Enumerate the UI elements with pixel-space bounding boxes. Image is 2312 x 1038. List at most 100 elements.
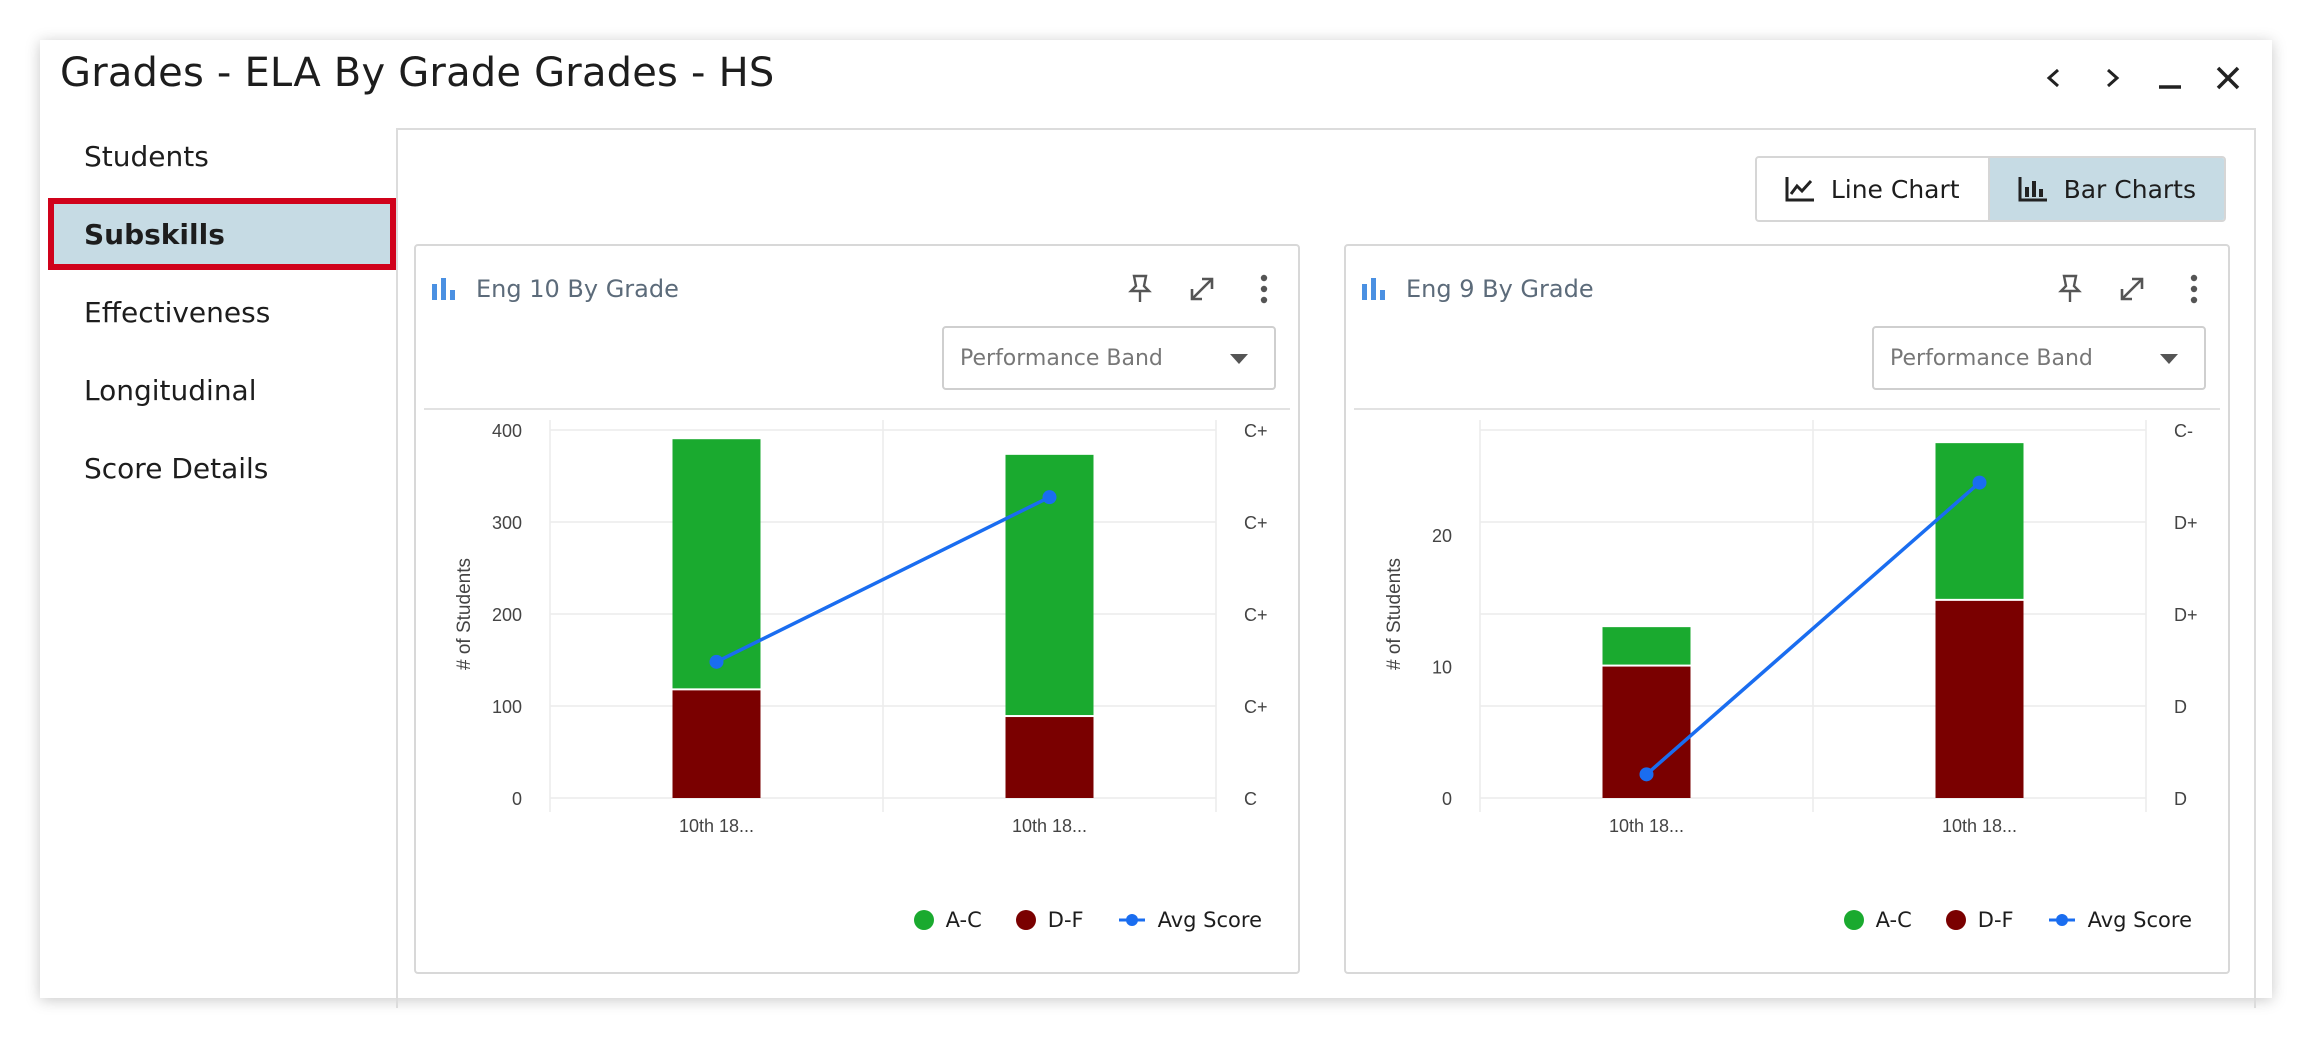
card-header: Eng 10 By Grade [430,264,1284,314]
bar-ac [672,439,761,689]
y-tick-label: 200 [492,605,522,625]
bar-chart-icon [2018,177,2047,202]
legend-label: Avg Score [1157,908,1262,932]
legend-item-avg[interactable]: Avg Score [1118,908,1262,932]
bar-df [1935,600,2024,798]
eng9-bar-chart: D D D+ D+ C- 0 10 20 # of Students 10th 18... 10th… [1384,420,2198,836]
expand-button[interactable] [2112,269,2152,309]
card-actions [1120,264,1284,314]
bar-ac [1602,627,1691,665]
sidebar-item-subskills[interactable]: Subskills [48,198,396,270]
avg-score-line [715,495,1051,664]
legend-item-ac[interactable]: A-C [1843,908,1912,932]
legend-dot [1945,910,1966,930]
eng10-bar-chart: C C+ C+ C+ C+ 0 100 200 300 400 # of Students 10th … [454,420,1268,836]
bar-ac [1935,443,2024,599]
y2-tick-label: C+ [1244,605,1268,625]
y2-tick-label: C+ [1244,697,1268,717]
close-icon [2216,66,2240,90]
legend-item-ac[interactable]: A-C [913,908,982,932]
y2-tick-label: C+ [1244,513,1268,533]
sidebar-item-effectiveness[interactable]: Effectiveness [84,295,271,329]
sidebar-item-score-details[interactable]: Score Details [84,451,269,485]
minimize-icon [2159,85,2181,89]
chart-legend: A-C D-F Avg Score [913,908,1262,932]
legend-dot [913,910,934,930]
y2-tick-label: D+ [2174,513,2198,533]
window-title: Grades - ELA By Grade Grades - HS [60,50,775,96]
next-button[interactable] [2088,54,2136,102]
minimize-button[interactable] [2146,54,2194,102]
y2-tick-label: D [2174,789,2187,809]
sidebar-item-longitudinal[interactable]: Longitudinal [84,373,257,407]
pin-button[interactable] [2050,269,2090,309]
legend-label: D-F [1977,908,2014,932]
y-axis-label: # of Students [454,558,475,670]
y2-tick-label: C+ [1244,421,1268,441]
legend-item-df[interactable]: D-F [1945,908,2014,932]
bar-charts-button[interactable]: Bar Charts [1987,158,2224,220]
bar-chart-icon [1362,278,1385,300]
line-chart-icon [1785,177,1814,202]
chevron-left-icon [2046,68,2059,88]
legend-dot [1843,910,1864,930]
expand-icon [1190,277,1214,301]
expand-icon [2120,277,2144,301]
avg-score-point [1042,490,1057,505]
y-tick-label: 300 [492,513,522,533]
y-tick-label: 0 [1442,789,1452,809]
grades-window: Grades - ELA By Grade Grades - HS Studen… [40,40,2272,1008]
chart-card-eng10: Eng 10 By Grade Performance Band [414,244,1300,974]
chevron-right-icon [2107,68,2120,88]
card-title: Eng 9 By Grade [1406,275,1594,303]
legend-label: A-C [1875,908,1912,932]
card-divider [1354,408,2220,410]
card-actions [2050,264,2214,314]
more-vertical-icon [1260,274,1268,304]
pin-button[interactable] [1120,269,1160,309]
line-marker-icon [2048,914,2075,926]
x-tick-label: 10th 18... [1942,816,2017,836]
bar-charts-label: Bar Charts [2063,174,2196,204]
line-marker-icon [1118,914,1145,926]
x-tick-label: 10th 18... [1012,816,1087,836]
bar-chart-icon [432,278,455,300]
chart-legend: A-C D-F Avg Score [1843,908,2192,932]
more-options-button[interactable] [2174,269,2214,309]
expand-button[interactable] [1182,269,1222,309]
avg-score-point [1639,767,1654,782]
line-chart-button[interactable]: Line Chart [1756,158,1988,220]
card-header: Eng 9 By Grade [1360,264,2214,314]
performance-band-select[interactable]: Performance Band [1872,326,2206,390]
prev-button[interactable] [2030,54,2078,102]
sidebar-item-students[interactable]: Students [84,139,209,173]
y2-tick-label: C- [2174,421,2193,441]
y-tick-label: 0 [512,789,522,809]
y-axis-label: # of Students [1384,558,1405,670]
more-options-button[interactable] [1244,269,1284,309]
bar-df [1005,717,1094,798]
chevron-down-icon [2160,354,2178,364]
card-title: Eng 10 By Grade [476,275,679,303]
chevron-down-icon [1230,354,1248,364]
card-divider [424,408,1290,410]
chart-card-eng9: Eng 9 By Grade Performance Band [1344,244,2230,974]
avg-score-line [1645,481,1981,776]
more-vertical-icon [2190,274,2198,304]
y-tick-label: 20 [1432,526,1452,546]
select-value: Performance Band [1890,345,2093,371]
close-button[interactable] [2204,54,2252,102]
legend-item-df[interactable]: D-F [1015,908,1084,932]
y2-tick-label: D+ [2174,605,2198,625]
y2-tick-label: C [1244,789,1257,809]
line-chart-label: Line Chart [1830,174,1960,204]
y2-tick-label: D [2174,697,2187,717]
chart-type-toggle: Line Chart Bar Charts [1754,156,2226,222]
y-tick-label: 10 [1432,658,1452,678]
performance-band-select[interactable]: Performance Band [942,326,1276,390]
pin-icon [2058,274,2082,302]
pin-icon [1128,274,1152,302]
legend-item-avg[interactable]: Avg Score [2048,908,2192,932]
legend-label: D-F [1047,908,1084,932]
select-value: Performance Band [960,345,1163,371]
